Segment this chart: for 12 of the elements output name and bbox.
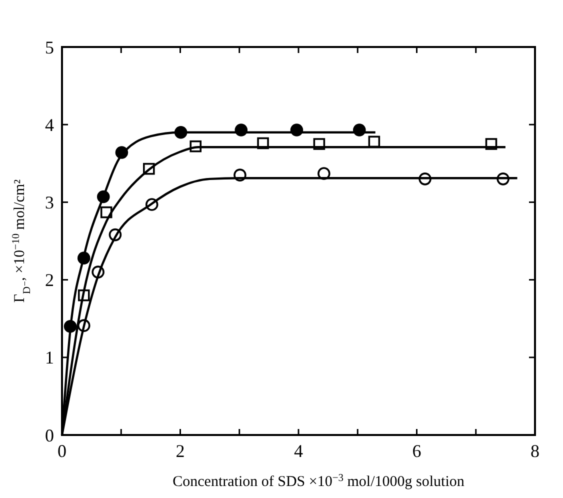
x-tick-label: 6 [412,441,422,461]
x-tick-label: 0 [58,441,66,461]
y-tick-label: 3 [45,192,54,212]
y-tick-label: 2 [45,270,54,290]
x-tick-label: 2 [176,441,185,461]
y-tick-label: 5 [45,37,54,58]
x-axis-title: Concentration of SDS ×10$^{−3}$ mol/1000g solution [172,472,465,490]
y-tick-label: 1 [45,348,54,368]
x-tick-label: 4 [294,441,303,461]
y-tick-label: 4 [45,114,54,135]
x-tick-label: 8 [530,441,540,461]
y-tick-label: 0 [45,425,54,446]
